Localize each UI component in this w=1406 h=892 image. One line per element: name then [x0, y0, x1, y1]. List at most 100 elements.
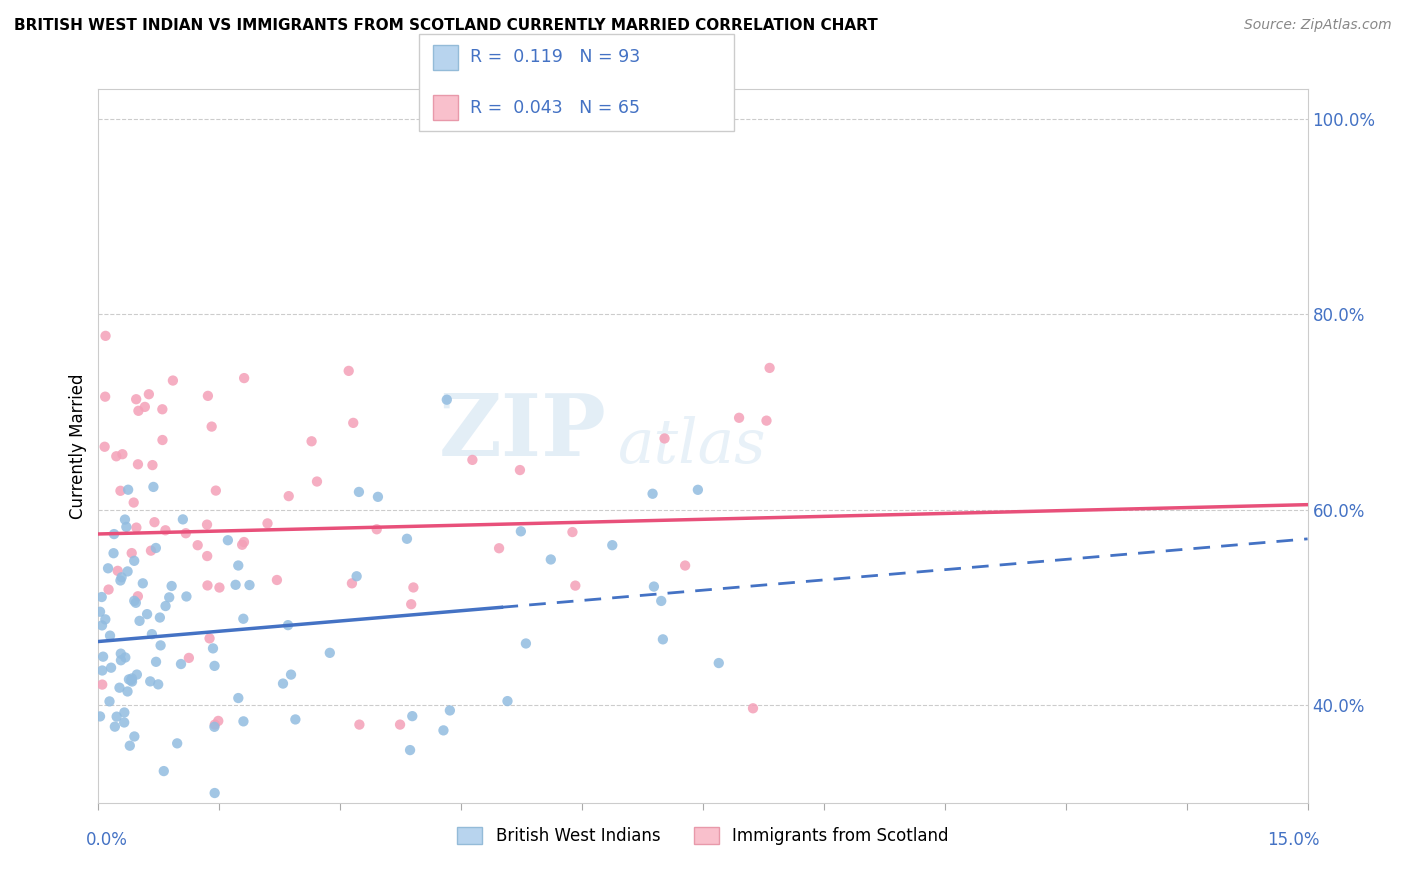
Point — [177, 651, 200, 665]
Text: BRITISH WEST INDIAN VS IMMIGRANTS FROM SCOTLAND CURRENTLY MARRIED CORRELATION CH: BRITISH WEST INDIAN VS IMMIGRANTS FROM S… — [14, 18, 877, 33]
Point — [176, 590, 198, 604]
Point — [97, 561, 120, 575]
Point — [643, 580, 665, 594]
Point — [367, 490, 389, 504]
Point — [349, 717, 371, 731]
Point — [399, 743, 422, 757]
Point — [114, 512, 136, 526]
Point — [107, 564, 129, 578]
Point — [208, 581, 231, 595]
Point — [277, 489, 299, 503]
Point — [103, 546, 125, 560]
Point — [105, 709, 128, 723]
Point — [540, 552, 562, 566]
Point — [112, 715, 135, 730]
Point — [233, 371, 256, 385]
Point — [98, 629, 121, 643]
Point — [461, 453, 484, 467]
Point — [673, 558, 696, 573]
Point — [157, 591, 180, 605]
Point — [125, 520, 148, 534]
Point — [149, 639, 172, 653]
Point — [301, 434, 323, 449]
Legend: British West Indians, Immigrants from Scotland: British West Indians, Immigrants from Sc… — [451, 820, 955, 852]
Point — [110, 574, 132, 588]
Point — [91, 649, 114, 664]
Point — [166, 736, 188, 750]
Point — [232, 714, 254, 729]
Point — [117, 565, 139, 579]
Point — [195, 549, 218, 563]
Point — [152, 433, 174, 447]
Point — [117, 483, 139, 497]
Text: atlas: atlas — [619, 416, 766, 476]
Point — [127, 458, 149, 472]
Point — [256, 516, 278, 531]
Point — [233, 535, 256, 549]
Point — [509, 463, 531, 477]
Point — [728, 410, 751, 425]
Point — [600, 538, 623, 552]
Point — [93, 440, 115, 454]
Point — [98, 694, 121, 708]
Point — [197, 389, 219, 403]
Point — [118, 673, 141, 687]
Point — [162, 374, 184, 388]
Point — [115, 520, 138, 534]
Point — [509, 524, 531, 539]
Point — [439, 703, 461, 717]
Point — [145, 655, 167, 669]
Point — [108, 681, 131, 695]
Point — [207, 714, 229, 728]
Point — [195, 517, 218, 532]
Point — [742, 701, 765, 715]
Point — [170, 657, 193, 671]
Point — [149, 610, 172, 624]
Point — [198, 632, 221, 646]
Point — [145, 541, 167, 555]
Point — [117, 684, 139, 698]
Point — [204, 720, 226, 734]
Point — [125, 392, 148, 407]
Point — [340, 576, 363, 591]
Point — [204, 786, 226, 800]
Point — [89, 709, 111, 723]
Text: R =  0.119   N = 93: R = 0.119 N = 93 — [470, 48, 640, 66]
Point — [399, 597, 422, 611]
Point — [650, 594, 672, 608]
Point — [91, 677, 114, 691]
Point — [389, 717, 412, 731]
Point — [110, 653, 132, 667]
Point — [238, 578, 260, 592]
Point — [197, 578, 219, 592]
Point — [515, 636, 537, 650]
Point — [138, 387, 160, 401]
Point — [201, 641, 224, 656]
Point — [124, 730, 146, 744]
Point — [280, 667, 302, 681]
Text: ZIP: ZIP — [439, 390, 606, 474]
Point — [132, 576, 155, 591]
Point — [225, 578, 247, 592]
Text: R =  0.043   N = 65: R = 0.043 N = 65 — [470, 99, 640, 117]
Point — [277, 618, 299, 632]
Point — [231, 538, 253, 552]
Point — [488, 541, 510, 556]
Point — [103, 527, 125, 541]
Point — [139, 543, 162, 558]
Point — [271, 676, 294, 690]
Text: 0.0%: 0.0% — [86, 831, 128, 849]
Point — [204, 717, 226, 731]
Point — [139, 674, 162, 689]
Point — [127, 404, 149, 418]
Point — [125, 596, 148, 610]
Point — [89, 605, 111, 619]
Point — [201, 419, 224, 434]
Point — [266, 573, 288, 587]
Point — [122, 594, 145, 608]
Point — [105, 450, 128, 464]
Point — [152, 764, 174, 778]
Point — [104, 720, 127, 734]
Point — [134, 400, 156, 414]
Point — [347, 484, 370, 499]
